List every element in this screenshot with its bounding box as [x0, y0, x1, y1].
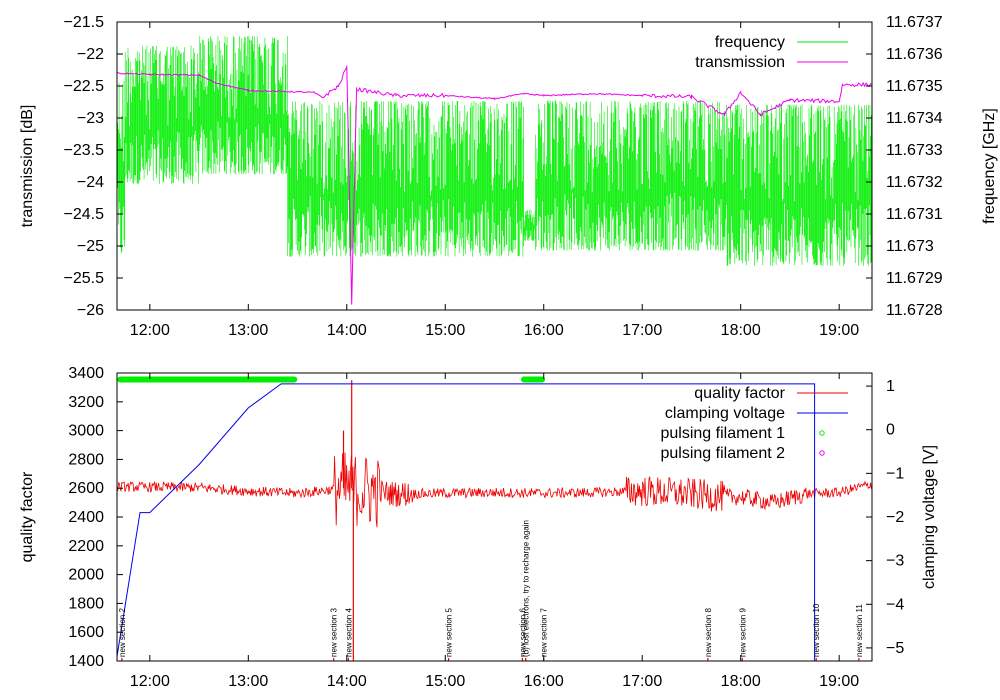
- y-right-tick-label: 11.6734: [886, 110, 943, 127]
- x-tick-label: 19:00: [819, 673, 859, 690]
- y-left-tick-label: −23: [77, 110, 104, 127]
- series-transmission: [116, 65, 873, 305]
- x-tick-label: 19:00: [819, 322, 859, 339]
- y-right-tick-label: 11.6735: [886, 78, 943, 95]
- y-right-axis-label: clamping voltage [V]: [921, 445, 938, 589]
- y-left-tick-label: −23.5: [64, 142, 105, 159]
- y-left-tick-label: 3200: [68, 394, 104, 411]
- y-left-axis-label: quality factor: [19, 471, 36, 562]
- x-tick-label: 14:00: [327, 673, 367, 690]
- y-right-tick-label: 11.6733: [886, 142, 943, 159]
- y-right-tick-label: −5: [886, 640, 904, 657]
- y-left-tick-label: 2800: [68, 451, 104, 468]
- x-tick-label: 18:00: [721, 322, 761, 339]
- y-right-tick-label: −2: [886, 509, 904, 526]
- y-left-tick-label: −22: [77, 46, 104, 63]
- y-left-axis-label: transmission [dB]: [19, 105, 36, 228]
- y-right-tick-label: 11.6737: [886, 14, 943, 31]
- x-tick-label: 18:00: [721, 673, 761, 690]
- y-left-tick-label: −24.5: [64, 206, 105, 223]
- x-tick-label: 12:00: [130, 673, 170, 690]
- x-tick-label: 16:00: [524, 322, 564, 339]
- y-left-tick-label: 3000: [68, 423, 104, 440]
- annotation-label: new section 6: [518, 608, 527, 657]
- y-left-tick-label: −22.5: [64, 78, 105, 95]
- legend-label: transmission: [695, 54, 785, 71]
- y-right-tick-label: −1: [886, 465, 904, 482]
- annotation-label: new section 8: [704, 608, 713, 657]
- y-right-tick-label: 11.6736: [886, 46, 943, 63]
- y-right-tick-label: 0: [886, 422, 895, 439]
- legend-label: clamping voltage: [665, 405, 785, 422]
- legend-swatch: [819, 450, 825, 456]
- y-right-tick-label: 11.6731: [886, 206, 943, 223]
- x-tick-label: 12:00: [130, 322, 170, 339]
- y-right-tick-label: −4: [886, 596, 904, 613]
- y-left-tick-label: 1400: [68, 653, 104, 670]
- annotation-label: new section 9: [738, 608, 747, 657]
- y-left-tick-label: 3400: [68, 365, 104, 382]
- x-tick-label: 16:00: [524, 673, 564, 690]
- x-tick-label: 17:00: [622, 322, 662, 339]
- legend-label: frequency: [715, 34, 785, 51]
- y-left-tick-label: −25.5: [64, 270, 105, 287]
- series-quality-factor: [116, 452, 872, 528]
- series-clamping-voltage: [116, 383, 816, 661]
- y-right-tick-label: 11.673: [886, 238, 934, 255]
- legend-label: quality factor: [694, 385, 785, 402]
- annotation-label: new section 3: [330, 608, 339, 657]
- x-tick-label: 15:00: [425, 322, 465, 339]
- x-tick-label: 17:00: [622, 673, 662, 690]
- y-right-tick-label: 1: [886, 378, 895, 395]
- y-right-tick-label: 11.6729: [886, 270, 943, 287]
- annotation-label: new section 11: [855, 604, 864, 657]
- x-tick-label: 14:00: [327, 322, 367, 339]
- x-tick-label: 15:00: [425, 673, 465, 690]
- y-left-tick-label: −26: [77, 302, 104, 319]
- legend-swatch: [819, 430, 825, 436]
- legend-label: pulsing filament 1: [660, 425, 785, 442]
- y-left-tick-label: −25: [77, 238, 104, 255]
- annotation-label: (b) lost electrons, try to recharge agai…: [522, 520, 531, 657]
- y-right-axis-label: frequency [GHz]: [981, 108, 998, 224]
- y-right-tick-label: −3: [886, 553, 904, 570]
- annotation-label: new section 5: [445, 608, 454, 657]
- y-left-tick-label: 2200: [68, 538, 104, 555]
- y-left-tick-label: 2600: [68, 480, 104, 497]
- y-right-tick-label: 11.6728: [886, 302, 943, 319]
- x-tick-label: 13:00: [228, 673, 268, 690]
- annotation-label: new section 4: [344, 608, 353, 657]
- y-left-tick-label: 2000: [68, 567, 104, 584]
- x-tick-label: 13:00: [228, 322, 268, 339]
- legend-label: pulsing filament 2: [660, 445, 785, 462]
- y-left-tick-label: −24: [77, 174, 104, 191]
- y-left-tick-label: 1600: [68, 624, 104, 641]
- y-right-tick-label: 11.6732: [886, 174, 943, 191]
- plot-frame: [116, 21, 873, 311]
- annotation-label: new section 7: [540, 608, 549, 657]
- y-left-tick-label: 2400: [68, 509, 104, 526]
- y-left-tick-label: 1800: [68, 595, 104, 612]
- annotation-label: new section 10: [812, 603, 821, 657]
- y-left-tick-label: −21.5: [64, 14, 105, 31]
- upper-plot: 12:00 13:00 14:00 15:00 16:00 17:00 18:00 19:00…: [19, 14, 998, 339]
